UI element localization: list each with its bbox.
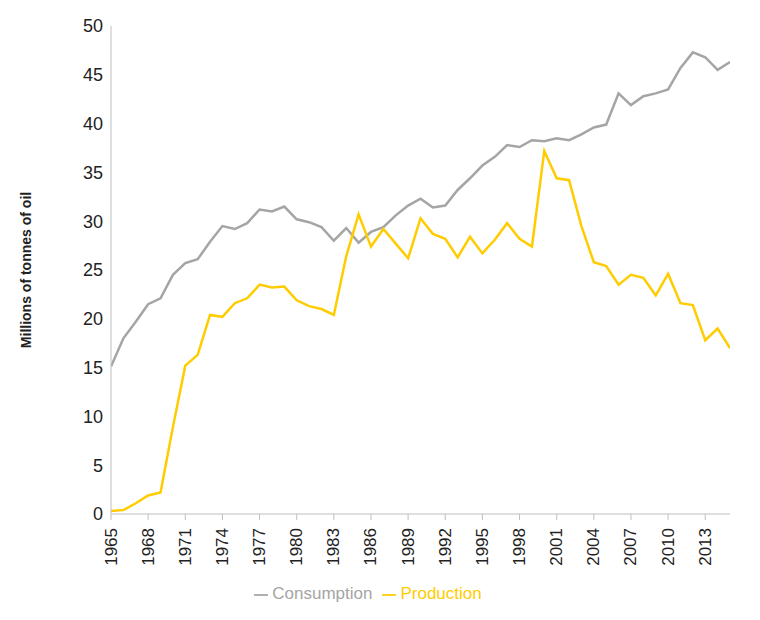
svg-text:1983: 1983 xyxy=(324,528,343,566)
svg-text:1992: 1992 xyxy=(436,528,455,566)
svg-text:2013: 2013 xyxy=(696,528,715,566)
svg-text:0: 0 xyxy=(93,504,103,524)
svg-text:25: 25 xyxy=(83,260,103,280)
svg-text:2010: 2010 xyxy=(659,528,678,566)
svg-text:1977: 1977 xyxy=(250,528,269,566)
svg-text:2007: 2007 xyxy=(621,528,640,566)
svg-text:1971: 1971 xyxy=(176,528,195,566)
svg-text:10: 10 xyxy=(83,407,103,427)
svg-text:1980: 1980 xyxy=(287,528,306,566)
svg-text:1974: 1974 xyxy=(213,528,232,566)
svg-text:40: 40 xyxy=(83,114,103,134)
svg-text:1995: 1995 xyxy=(473,528,492,566)
svg-text:30: 30 xyxy=(83,212,103,232)
svg-text:1998: 1998 xyxy=(510,528,529,566)
html-text:Production: Production xyxy=(400,584,482,603)
html-text:Consumption: Consumption xyxy=(272,584,373,603)
svg-text:35: 35 xyxy=(83,163,103,183)
svg-text:1965: 1965 xyxy=(102,528,121,566)
svg-text:50: 50 xyxy=(83,16,103,36)
svg-text:1968: 1968 xyxy=(139,528,158,566)
svg-text:5: 5 xyxy=(93,456,103,476)
svg-text:45: 45 xyxy=(83,65,103,85)
svg-text:20: 20 xyxy=(83,309,103,329)
svg-text:15: 15 xyxy=(83,358,103,378)
svg-text:2004: 2004 xyxy=(584,528,603,566)
svg-text:Millions of tonnes of oil: Millions of tonnes of oil xyxy=(18,192,34,348)
svg-text:1989: 1989 xyxy=(399,528,418,566)
svg-text:1986: 1986 xyxy=(361,528,380,566)
svg-text:2001: 2001 xyxy=(547,528,566,566)
